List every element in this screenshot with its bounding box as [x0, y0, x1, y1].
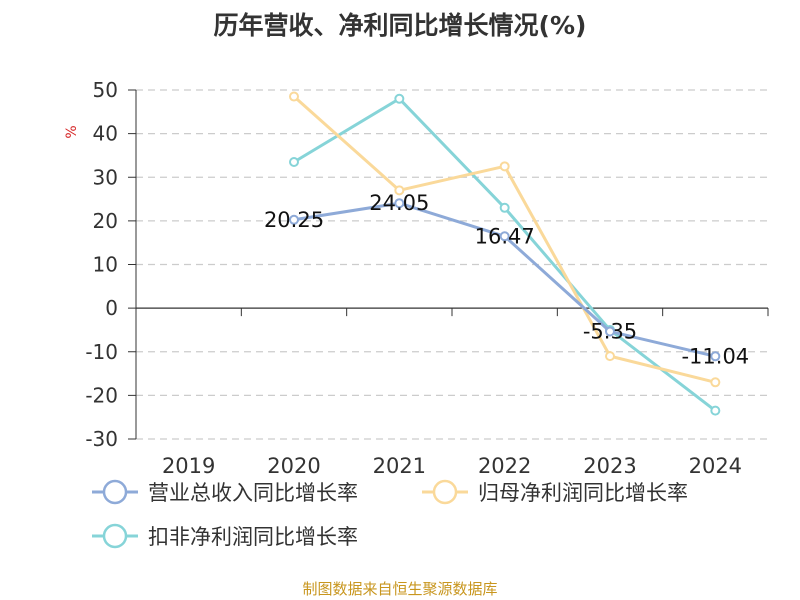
y-tick-label: -10: [85, 340, 118, 364]
legend-label: 营业总收入同比增长率: [148, 481, 358, 505]
x-tick-label: 2021: [373, 454, 426, 478]
data-labels: 20.25 24.05 16.47 -5.35 -11.04: [264, 191, 749, 368]
legend-swatch-marker: [102, 479, 128, 505]
data-point: [289, 156, 299, 167]
data-point: [499, 231, 510, 242]
data-point: [394, 93, 405, 104]
data-label: -5.35: [583, 319, 637, 343]
x-tick-label: 2019: [162, 454, 215, 478]
data-point: [710, 377, 721, 388]
y-tick-label: 30: [93, 165, 118, 189]
x-tick-label: 2023: [583, 454, 636, 478]
x-tick-label: 2020: [267, 454, 320, 478]
data-point: [289, 214, 299, 225]
data-label: 24.05: [369, 191, 429, 215]
x-tick-label: 2022: [478, 454, 531, 478]
y-tick-label: -20: [85, 383, 118, 407]
data-point: [394, 198, 405, 209]
series-line-2: [293, 97, 717, 412]
y-tick-label: 10: [93, 253, 118, 277]
data-label: 20.25: [264, 208, 324, 232]
data-point: [710, 351, 721, 362]
legend-swatch-marker: [102, 523, 128, 549]
x-tick-label: 2024: [689, 454, 742, 478]
y-tick-label: -30: [85, 427, 118, 451]
legend-label: 扣非净利润同比增长率: [148, 525, 358, 549]
data-point: [289, 91, 299, 102]
data-point: [710, 405, 721, 416]
data-point: [605, 326, 615, 337]
source-note: 制图数据来自恒生聚源数据库: [302, 580, 497, 598]
y-axis-ticks: 50 40 30 20 10 0 -10 -20 -30: [85, 78, 136, 451]
legend-label: 归母净利润同比增长率: [478, 481, 688, 505]
legend-swatch-marker: [432, 479, 458, 505]
data-point: [605, 351, 615, 362]
data-label: 16.47: [475, 224, 535, 248]
data-point: [499, 202, 510, 213]
series-lines: [289, 91, 721, 416]
y-tick-label: 50: [93, 78, 118, 102]
x-axis-ticks: 2019 2020 2021 2022 2023 2024: [162, 454, 742, 478]
data-point: [499, 161, 510, 172]
y-tick-label: 40: [93, 122, 118, 146]
y-tick-label: 0: [105, 296, 118, 320]
data-point: [394, 185, 405, 196]
chart-title: 历年营收、净利同比增长情况(%): [214, 11, 587, 40]
y-axis-unit: %: [64, 125, 80, 138]
data-label: -11.04: [681, 344, 749, 368]
grid: [136, 89, 768, 440]
y-tick-label: 20: [93, 209, 118, 233]
